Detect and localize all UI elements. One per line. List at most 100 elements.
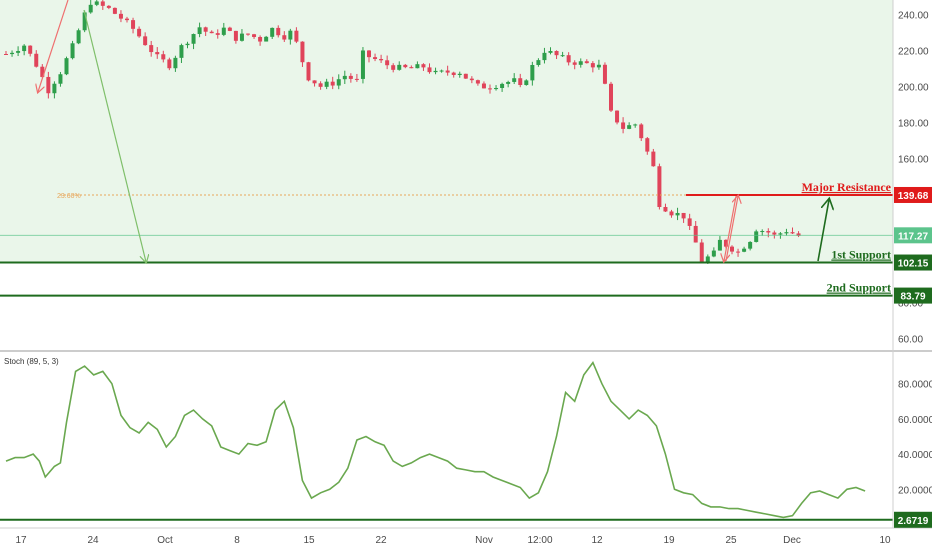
candle-body	[415, 64, 420, 69]
candle-body	[131, 20, 136, 29]
candle-body	[548, 51, 553, 53]
candle-body	[155, 52, 160, 55]
candle-body	[137, 28, 142, 37]
candle-body	[312, 80, 317, 84]
candle-body	[276, 27, 281, 36]
time-tick-label: 10	[879, 535, 891, 546]
candle-body	[590, 63, 595, 68]
candle-body	[512, 78, 517, 82]
candle-body	[270, 27, 275, 37]
drawing-annotations	[38, 0, 829, 262]
candle-body	[560, 55, 565, 57]
price-tick-label: 80.00	[898, 298, 923, 309]
candle-body	[233, 30, 238, 41]
candle-body	[282, 35, 287, 40]
candle-body	[427, 67, 432, 73]
time-tick-label: Dec	[783, 535, 801, 546]
candle-body	[663, 206, 668, 212]
level-tag-3	[894, 287, 932, 304]
price-tick-label: 200.00	[898, 82, 929, 93]
stochastic-axis[interactable]: 20.0000 40.0000 60.0000 80.0000	[898, 380, 932, 497]
time-tick-label: 19	[663, 535, 675, 546]
candle-body	[760, 231, 765, 233]
candle-body	[439, 70, 444, 72]
candle-body	[481, 83, 486, 89]
candle-body	[88, 4, 93, 13]
red-down-arrow-right	[724, 196, 737, 261]
stochastic-title: Stoch (89, 5, 3)	[4, 357, 59, 366]
candle-body	[717, 239, 722, 251]
candle-body	[179, 45, 184, 58]
candle-body	[167, 59, 172, 69]
candle-body	[252, 34, 257, 37]
candle-body	[530, 64, 535, 81]
price-tick-label: 160.00	[898, 154, 929, 165]
candle-body	[118, 13, 123, 19]
candle-body	[46, 76, 51, 94]
candle-body	[391, 65, 396, 70]
time-tick-label: 17	[15, 535, 27, 546]
stoch-tick-label: 60.0000	[898, 415, 932, 426]
candle-body	[64, 58, 69, 75]
candle-body	[675, 212, 680, 216]
candle-body	[16, 51, 21, 53]
candle-body	[336, 79, 341, 86]
candle-body	[639, 124, 644, 139]
candle-body	[360, 50, 365, 79]
green-down-arrow	[83, 9, 146, 262]
price-tags: 139.68 102.15 83.79 117.27 2.6719	[894, 186, 932, 528]
candle-body	[300, 41, 305, 63]
price-pane-background	[0, 0, 893, 263]
time-tick-label: Oct	[157, 535, 173, 546]
stoch-tick-label: 40.0000	[898, 450, 932, 461]
time-tick-label: Nov	[475, 535, 493, 546]
candle-body	[651, 151, 656, 167]
candle-body	[403, 64, 408, 68]
candle-body	[367, 50, 371, 58]
stochastic-level-tag-value: 2.6719	[898, 516, 929, 527]
level-tag-value-2: 102.15	[898, 259, 929, 270]
candle-body	[584, 61, 589, 64]
candle-body	[227, 27, 232, 31]
time-axis[interactable]: 17 24 Oct 8 15 22 Nov 12:00 12 19 25 Dec 10	[15, 535, 891, 546]
time-tick-label: 24	[87, 535, 99, 546]
candle-body	[209, 31, 214, 34]
candle-body	[645, 138, 650, 152]
candle-body	[609, 83, 613, 111]
candle-body	[796, 233, 801, 236]
candle-body	[52, 83, 57, 94]
candle-body	[149, 45, 154, 53]
candle-body	[657, 166, 662, 207]
candle-body	[742, 248, 747, 252]
level-label-3: 2nd Support	[827, 281, 891, 295]
current-price-tag-value: 117.27	[898, 231, 928, 242]
candle-body	[494, 87, 499, 90]
candle-body	[10, 52, 15, 55]
candle-body	[621, 122, 626, 129]
time-tick-label: 22	[375, 535, 387, 546]
candle-body	[723, 239, 728, 247]
candle-body	[324, 81, 329, 87]
green-up-arrow	[817, 200, 829, 262]
candle-body	[736, 251, 741, 253]
candle-body	[578, 61, 583, 65]
candle-body	[518, 78, 523, 85]
candle-body	[457, 73, 462, 75]
candle-body	[40, 66, 45, 77]
candle-body	[82, 12, 87, 31]
candle-body	[693, 225, 698, 243]
candle-body	[572, 62, 577, 65]
candle-body	[28, 45, 33, 54]
candle-body	[288, 30, 293, 40]
candle-body	[197, 27, 202, 35]
candle-body	[342, 75, 347, 80]
candle-body	[536, 60, 541, 65]
price-tick-label: 180.00	[898, 118, 929, 129]
candle-body	[778, 233, 783, 235]
candle-body	[143, 36, 148, 46]
candle-body	[615, 110, 620, 123]
candle-body	[373, 57, 378, 60]
candle-body	[185, 43, 190, 46]
time-tick-label: 15	[303, 535, 315, 546]
